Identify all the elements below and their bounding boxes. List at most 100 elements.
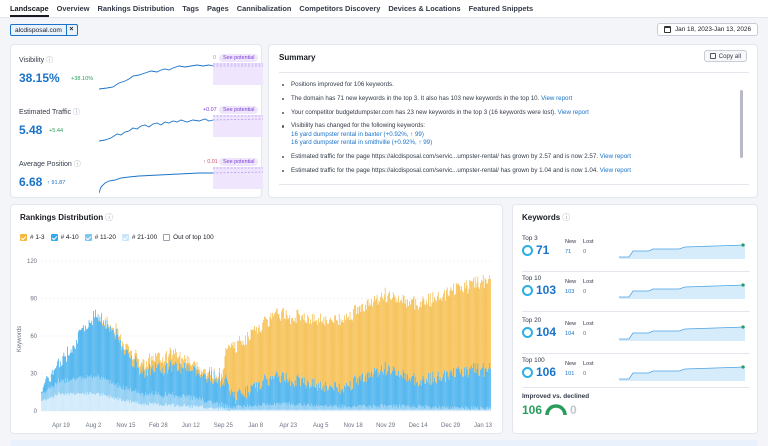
bar-segment — [103, 393, 104, 411]
tab-devices-locations[interactable]: Devices & Locations — [388, 4, 461, 13]
view-report-link[interactable]: View report — [557, 108, 589, 116]
bar-segment — [135, 356, 137, 389]
keyword-link[interactable]: 16 yard dumpster rental in smithville (+… — [291, 139, 433, 147]
legend-checkbox[interactable] — [84, 234, 92, 241]
bar-segment — [232, 391, 234, 408]
bar-segment — [199, 370, 201, 377]
info-icon[interactable]: ⓘ — [46, 57, 54, 64]
legend-checkbox[interactable] — [50, 234, 58, 241]
info-icon[interactable]: ⓘ — [73, 161, 81, 168]
bar-segment — [242, 408, 244, 410]
bar-segment — [119, 342, 121, 386]
bar-segment — [332, 409, 334, 411]
bar-segment — [422, 405, 424, 410]
bar-segment — [378, 409, 380, 411]
bar-segment — [233, 405, 235, 410]
bar-segment — [166, 404, 167, 411]
bar-segment — [195, 406, 197, 411]
legend-item[interactable]: # 21-100 — [121, 234, 157, 241]
bar-segment — [323, 405, 325, 410]
tab-rankings-distribution[interactable]: Rankings Distribution — [97, 4, 175, 13]
bar-segment — [122, 341, 123, 347]
close-icon[interactable]: × — [65, 25, 76, 35]
legend-checkbox[interactable] — [20, 234, 27, 241]
bar-segment — [421, 406, 423, 410]
legend-item[interactable]: # 4-10 — [50, 234, 79, 241]
view-report-link[interactable]: View report — [541, 94, 573, 102]
keyword-group-top-10[interactable]: Top 10 103 New 103 Lost 0 — [513, 275, 759, 315]
bar-segment — [62, 379, 64, 394]
bar-segment — [308, 316, 310, 383]
bar-segment — [347, 318, 348, 386]
bar-segment — [460, 374, 462, 409]
scrollbar[interactable] — [740, 90, 743, 158]
bar-segment — [370, 409, 372, 411]
tab-competitors-discovery[interactable]: Competitors Discovery — [299, 4, 381, 13]
bar-segment — [103, 377, 104, 394]
info-icon[interactable]: ⓘ — [562, 213, 571, 222]
view-report-link[interactable]: View report — [599, 153, 631, 160]
bar-segment — [130, 400, 131, 411]
bar-segment — [475, 287, 477, 373]
bar-segment — [179, 395, 181, 406]
keyword-group-top-3[interactable]: Top 3 71 New 71 Lost 0 — [513, 235, 759, 275]
bar-segment — [408, 405, 409, 410]
bar-segment — [449, 408, 451, 410]
legend-item[interactable]: # 1-3 — [20, 234, 45, 241]
tab-pages[interactable]: Pages — [207, 4, 229, 13]
see-potential-button[interactable]: See potential — [219, 106, 259, 114]
bar-segment — [286, 409, 288, 411]
bar-segment — [404, 303, 406, 380]
see-potential-button[interactable]: See potential — [219, 54, 259, 62]
visibility-metric[interactable]: Visibility ⓘ 38.15% +38.10% 0 See potenti… — [11, 45, 263, 93]
bar-segment — [168, 404, 170, 411]
estimated-traffic-metric[interactable]: Estimated Traffic ⓘ 5.48 +5.44 +0.07 See … — [11, 97, 263, 145]
bar-segment — [285, 409, 287, 411]
bar-segment — [382, 404, 383, 410]
date-range-button[interactable]: Jan 18, 2023-Jan 13, 2026 — [656, 23, 758, 36]
bar-segment — [173, 395, 175, 405]
tab-tags[interactable]: Tags — [182, 4, 199, 13]
domain-chip[interactable]: alcdisposal.com × — [10, 24, 78, 36]
bar-segment — [412, 407, 414, 410]
legend-item[interactable]: Out of top 100 — [163, 234, 214, 241]
bar-segment — [119, 398, 121, 411]
bar-segment — [41, 391, 42, 394]
bar-segment — [102, 379, 103, 396]
bar-segment — [284, 380, 285, 404]
bar-segment — [424, 409, 426, 411]
bar-segment — [283, 308, 284, 374]
tab-overview[interactable]: Overview — [56, 4, 90, 13]
bar-segment — [452, 409, 454, 411]
bar-segment — [299, 377, 301, 404]
bar-segment — [342, 320, 344, 389]
copy-all-button[interactable]: Copy all — [703, 50, 747, 62]
bar-segment — [383, 409, 384, 411]
bar-segment — [355, 376, 356, 408]
bar-segment — [393, 405, 395, 410]
tab-cannibalization[interactable]: Cannibalization — [236, 4, 292, 13]
bar-segment — [424, 304, 426, 384]
keyword-group-top-100[interactable]: Top 100 106 New 101 Lost 0 — [513, 357, 759, 397]
bar-segment — [258, 324, 260, 382]
bar-segment — [127, 344, 129, 350]
info-icon[interactable]: ⓘ — [73, 109, 81, 116]
average-position-metric[interactable]: Average Position ⓘ 6.68 ↑ 91.87 ↑ 0.01 Se… — [11, 149, 263, 197]
bar-segment — [387, 405, 389, 410]
legend-item[interactable]: # 11-20 — [84, 234, 116, 241]
info-icon[interactable]: ⓘ — [105, 213, 114, 222]
bar-segment — [284, 402, 286, 410]
legend-checkbox[interactable] — [163, 234, 171, 241]
bar-segment — [443, 406, 445, 410]
bar-segment — [111, 383, 112, 398]
bar-segment — [322, 405, 324, 410]
tab-featured-snippets[interactable]: Featured Snippets — [468, 4, 534, 13]
bar-segment — [197, 406, 199, 411]
bar-segment — [185, 370, 187, 395]
tab-landscape[interactable]: Landscape — [10, 4, 49, 17]
view-report-link[interactable]: View report — [599, 166, 631, 174]
keyword-link[interactable]: 16 yard dumpster rental in baxter (+0.92… — [291, 130, 424, 138]
keyword-group-top-20[interactable]: Top 20 104 New 104 Lost 0 — [513, 317, 759, 357]
see-potential-button[interactable]: See potential — [219, 158, 259, 166]
legend-checkbox[interactable] — [121, 234, 129, 241]
